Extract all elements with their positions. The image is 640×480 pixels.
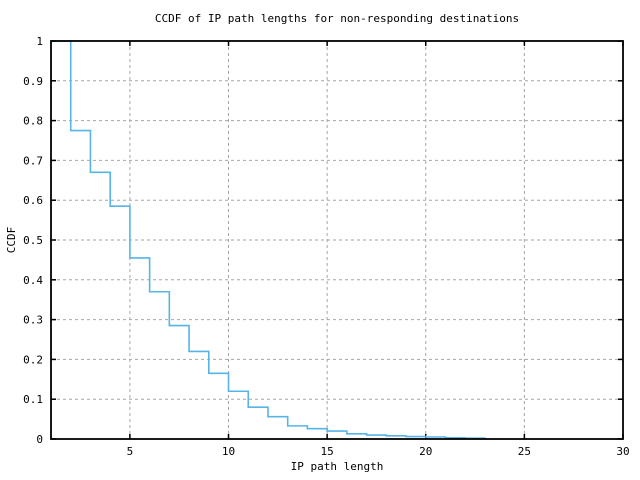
x-tick-label: 10 (222, 445, 235, 458)
x-tick-label: 30 (616, 445, 629, 458)
y-tick-label: 0.6 (23, 194, 43, 207)
y-tick-label: 0.5 (23, 234, 43, 247)
y-tick-label: 0.8 (23, 115, 43, 128)
y-tick-label: 0.4 (23, 274, 43, 287)
ccdf-step-line (51, 40, 486, 440)
y-tick-label: 0.9 (23, 75, 43, 88)
plot-frame (50, 40, 624, 440)
y-tick-label: 0.3 (23, 314, 43, 327)
x-tick-label: 15 (321, 445, 334, 458)
x-tick-label: 25 (518, 445, 531, 458)
y-tick-label: 1 (36, 35, 43, 48)
x-tick-label: 5 (127, 445, 134, 458)
y-axis-label: CCDF (5, 227, 18, 254)
x-tick-label: 20 (419, 445, 432, 458)
chart-title: CCDF of IP path lengths for non-respondi… (155, 12, 519, 25)
y-tick-label: 0.1 (23, 393, 43, 406)
y-tick-label: 0 (36, 433, 43, 446)
y-tick-label: 0.7 (23, 154, 43, 167)
x-axis-label: IP path length (291, 460, 384, 473)
y-tick-label: 0.2 (23, 353, 43, 366)
